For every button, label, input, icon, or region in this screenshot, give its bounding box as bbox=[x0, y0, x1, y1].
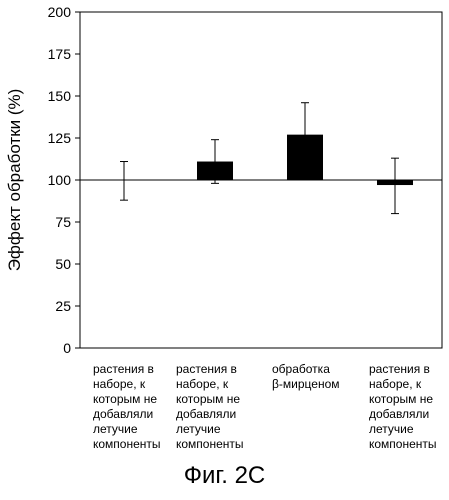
y-axis-ticks: 0 25 50 75 100 125 150 175 200 bbox=[48, 4, 80, 356]
y-tick-label: 150 bbox=[48, 88, 72, 104]
y-tick-label: 25 bbox=[55, 298, 71, 314]
figure-caption: Фиг. 2С bbox=[183, 462, 266, 489]
y-tick-label: 175 bbox=[48, 46, 72, 62]
y-tick-label: 125 bbox=[48, 130, 72, 146]
y-tick-label: 50 bbox=[55, 256, 71, 272]
category-label-1: растения в наборе, к которым не добавлял… bbox=[93, 362, 161, 451]
y-tick-label: 200 bbox=[48, 4, 72, 20]
category-label-2: растения в наборе, к которым не добавлял… bbox=[176, 362, 244, 451]
bar-chart: 0 25 50 75 100 125 150 175 200 Эффект обработки … bbox=[5, 4, 443, 356]
error-bars bbox=[120, 102, 399, 215]
category-label-3: обработка β-мирценом bbox=[272, 362, 340, 391]
y-axis-label: Эффект обработки (%) bbox=[5, 89, 24, 272]
y-tick-label: 0 bbox=[63, 340, 71, 356]
category-label-4: растения в наборе, к которым не добавлял… bbox=[369, 362, 437, 451]
y-tick-label: 100 bbox=[48, 172, 72, 188]
y-tick-label: 75 bbox=[55, 214, 71, 230]
